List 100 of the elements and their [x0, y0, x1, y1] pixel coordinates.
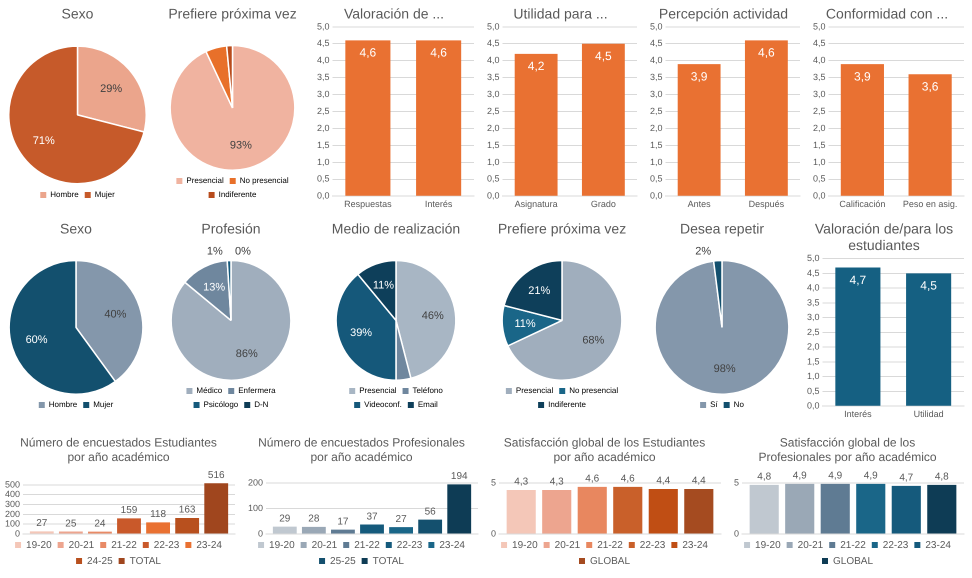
y-tick-label: 1,0: [806, 371, 820, 382]
data-label: 118: [150, 509, 166, 520]
legend-label: 23-24: [925, 540, 952, 551]
y-tick-label: 1,5: [806, 356, 820, 366]
y-tick-label: 3,5: [486, 72, 500, 82]
legend-label: Mujer: [93, 400, 114, 410]
data-label: 3,6: [922, 80, 939, 94]
legend-label: Hombre: [48, 400, 78, 410]
y-tick-label: 1,5: [650, 140, 663, 150]
y-tick-label: 400: [4, 489, 20, 500]
legend-label: 19-20: [26, 540, 52, 551]
y-tick-label: 4,5: [806, 268, 820, 278]
x-tick-label: Respuestas: [344, 199, 392, 210]
data-label: 194: [450, 471, 468, 482]
y-tick-label: 1,0: [812, 156, 826, 167]
chart-title: Satisfacción global de los Estudiantes por año académico: [504, 436, 706, 464]
chart-title: Número de encuestados Estudiantes por año académico: [20, 436, 217, 464]
bar: [272, 526, 297, 534]
data-label: 4,9: [864, 470, 878, 482]
legend-label: Teléfono: [412, 386, 444, 396]
data-label: 4,8: [757, 472, 772, 483]
bar: [117, 518, 141, 534]
bar: [302, 526, 326, 534]
y-tick-label: 1,5: [812, 140, 826, 150]
chart-title: Valoración de ...: [344, 5, 444, 22]
legend-label: No presencial: [240, 176, 289, 186]
data-label: 2%: [695, 246, 712, 258]
data-label: 516: [208, 470, 226, 481]
y-tick-label: 4,0: [650, 55, 663, 66]
legend-label: 19-20: [755, 540, 782, 551]
data-label: 25: [65, 518, 77, 530]
y-tick-label: 3,0: [806, 312, 820, 322]
x-tick-label: Asignatura: [514, 199, 558, 210]
bar: [146, 522, 170, 534]
y-tick-label: 1,0: [316, 156, 330, 167]
x-tick-label: Peso en asig.: [902, 199, 958, 210]
legend-label: Sí: [710, 400, 718, 410]
data-label: 98%: [714, 362, 736, 375]
y-tick-label: 0,5: [812, 174, 826, 184]
data-label: 4,5: [920, 278, 938, 293]
legend-label: TOTAL: [372, 556, 404, 567]
legend-label: Indiferente: [548, 400, 586, 410]
data-label: 11%: [372, 280, 394, 292]
y-tick-label: 5,0: [486, 21, 500, 32]
data-label: 4,3: [514, 476, 529, 488]
legend-label: 21-22: [354, 540, 380, 551]
y-tick-label: 2,0: [486, 122, 500, 133]
text: 0%: [235, 246, 251, 258]
y-tick-label: 3,5: [812, 72, 826, 82]
y-tick-label: 4,0: [316, 55, 330, 66]
data-label: 4,6: [758, 46, 776, 60]
chart-title: Número de encuestados Profesionales por año académico: [258, 436, 465, 464]
y-tick-label: 0,5: [806, 386, 820, 396]
legend-label: 20-21: [68, 540, 95, 551]
data-label: 39%: [350, 327, 372, 339]
bar: [175, 518, 200, 534]
data-label: 3,9: [690, 69, 708, 84]
bar: [204, 483, 228, 534]
y-tick-label: 3,0: [316, 89, 330, 100]
chart-title: Satisfacción global de los Profesionales por año académico: [758, 436, 937, 464]
data-label: 163: [178, 504, 196, 516]
data-label: 4,6: [430, 46, 448, 60]
y-tick-label: 1,5: [486, 140, 500, 150]
y-tick-label: 2,5: [806, 326, 820, 337]
y-tick-label: 5: [734, 477, 740, 488]
data-label: 29: [279, 513, 291, 524]
data-label: 1%: [206, 246, 223, 258]
legend-label: 22-23: [154, 540, 180, 551]
chart-title: Utilidad para ...: [513, 5, 608, 22]
data-label: 28: [308, 514, 320, 525]
y-tick-label: 1,5: [316, 140, 330, 150]
legend-label: Mujer: [94, 190, 116, 200]
data-label: 4,7: [899, 472, 914, 484]
data-label: 29%: [100, 82, 122, 95]
y-tick-label: 100: [248, 502, 264, 513]
legend-label: Presencial: [186, 176, 224, 186]
y-tick-label: 0,0: [812, 190, 826, 201]
data-label: 4,6: [620, 474, 636, 485]
data-label: 27: [396, 514, 408, 525]
y-tick-label: 4,5: [316, 38, 330, 48]
legend-label: Presencial: [359, 386, 397, 396]
chart-title: Sexo: [62, 5, 94, 22]
bar: [418, 520, 442, 534]
y-tick-label: 0,0: [486, 190, 500, 201]
data-label: 86%: [236, 348, 258, 360]
data-label: 68%: [582, 334, 605, 346]
legend-label: Indiferente: [218, 190, 257, 200]
legend-label: 21-22: [597, 540, 624, 551]
y-tick-label: 200: [248, 477, 264, 488]
y-tick-label: 3,5: [650, 72, 663, 82]
y-tick-label: 4,0: [812, 55, 826, 66]
data-label: 37: [366, 511, 378, 522]
legend-label: D-N: [254, 400, 269, 410]
y-tick-label: 0,5: [486, 174, 500, 184]
data-label: 159: [120, 505, 138, 516]
y-tick-label: 0,0: [806, 400, 820, 411]
chart-title: Percepción actividad: [658, 5, 788, 22]
y-tick-label: 300: [4, 498, 20, 509]
y-tick-label: 3,5: [806, 297, 820, 308]
legend-label: Email: [418, 400, 438, 410]
